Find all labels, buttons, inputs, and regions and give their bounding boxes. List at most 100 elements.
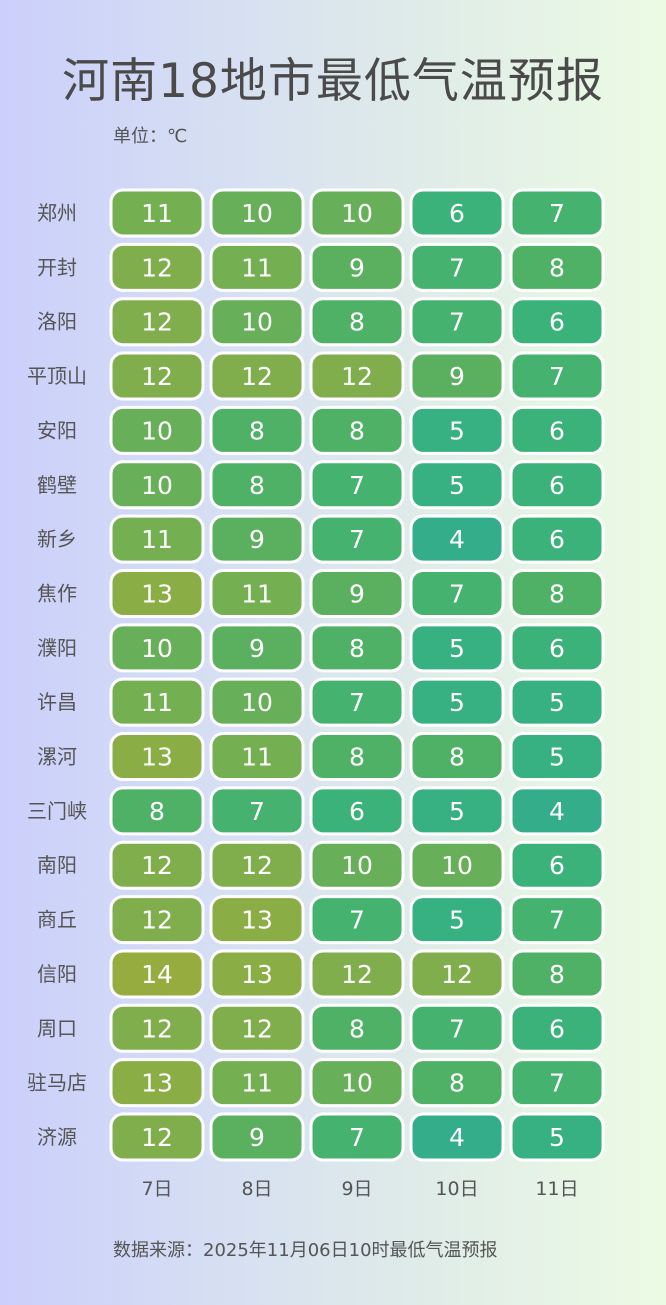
cell-value: 12 — [241, 851, 273, 880]
cell-value: 10 — [341, 851, 373, 880]
cell-value: 8 — [449, 743, 465, 772]
heatmap-cell — [509, 188, 605, 238]
heatmap-cell — [309, 1058, 405, 1108]
heatmap-cell — [109, 677, 205, 727]
heatmap-cell — [509, 949, 605, 999]
cell-value: 13 — [241, 906, 273, 935]
cell-value: 11 — [241, 579, 273, 608]
heatmap-cell — [309, 786, 405, 836]
chart-title: 河南18地市最低气温预报 — [62, 54, 604, 109]
heatmap-cell — [509, 1058, 605, 1108]
cell-value: 12 — [441, 960, 473, 989]
row-label: 商丘 — [37, 908, 77, 932]
heatmap-cell — [109, 786, 205, 836]
cell-value: 10 — [141, 471, 173, 500]
heatmap-cell — [209, 351, 305, 401]
row-label: 平顶山 — [27, 364, 87, 388]
heatmap-cell — [209, 568, 305, 618]
heatmap-cell — [209, 297, 305, 347]
heatmap-cell — [209, 949, 305, 999]
cell-value: 12 — [141, 308, 173, 337]
heatmap-cell — [309, 1003, 405, 1053]
cell-value: 9 — [249, 1123, 265, 1152]
cell-value: 6 — [549, 1014, 565, 1043]
heatmap-cell — [409, 895, 505, 945]
cell-value: 8 — [349, 634, 365, 663]
heatmap-cell — [109, 188, 205, 238]
heatmap-cell — [309, 949, 405, 999]
heatmap-cell — [109, 568, 205, 618]
cell-value: 8 — [149, 797, 165, 826]
heatmap-cell — [509, 1003, 605, 1053]
heatmap-cell — [509, 351, 605, 401]
heatmap-cell — [309, 568, 405, 618]
cell-value: 12 — [241, 1014, 273, 1043]
cell-value: 6 — [549, 308, 565, 337]
cell-value: 13 — [141, 1069, 173, 1098]
cell-value: 6 — [549, 634, 565, 663]
heatmap-cell — [109, 895, 205, 945]
cell-value: 6 — [549, 416, 565, 445]
heatmap-cell — [509, 895, 605, 945]
row-label: 济源 — [37, 1125, 77, 1149]
heatmap-cell — [209, 895, 305, 945]
cell-value: 8 — [449, 1069, 465, 1098]
cell-value: 7 — [349, 1123, 365, 1152]
cell-value: 11 — [241, 1069, 273, 1098]
cell-value: 8 — [349, 743, 365, 772]
cell-value: 4 — [549, 797, 565, 826]
cell-value: 7 — [449, 579, 465, 608]
heatmap-cell — [409, 297, 505, 347]
heatmap-cell — [209, 460, 305, 510]
heatmap-cell — [309, 405, 405, 455]
cell-value: 14 — [141, 960, 173, 989]
heatmap-cell — [309, 460, 405, 510]
heatmap-cell — [309, 677, 405, 727]
row-label: 南阳 — [37, 853, 77, 877]
row-label: 鹤壁 — [37, 473, 77, 497]
heatmap-cell — [109, 1112, 205, 1162]
cell-value: 12 — [341, 960, 373, 989]
row-label: 郑州 — [37, 201, 77, 225]
heatmap-cell — [409, 568, 505, 618]
heatmap-cell — [409, 949, 505, 999]
cell-value: 7 — [449, 253, 465, 282]
cell-value: 8 — [549, 253, 565, 282]
row-label: 新乡 — [37, 527, 77, 551]
cell-value: 12 — [141, 1123, 173, 1152]
cell-value: 12 — [341, 362, 373, 391]
row-label: 三门峡 — [27, 799, 87, 823]
heatmap-cell — [309, 623, 405, 673]
heatmap-cell — [409, 514, 505, 564]
heatmap-cell — [409, 351, 505, 401]
cell-value: 5 — [449, 797, 465, 826]
heatmap-cell — [509, 514, 605, 564]
data-source: 数据来源：2025年11月06日10时最低气温预报 — [113, 1240, 498, 1261]
heatmap-cell — [509, 677, 605, 727]
heatmap: 郑州 11 10 10 6 7 开封 12 11 9 7 8 洛阳 12 10 8 7 6 平顶山 12 12 12 9 7 安… — [27, 188, 605, 1200]
cell-value: 11 — [141, 199, 173, 228]
heatmap-cell — [209, 405, 305, 455]
cell-value: 6 — [549, 525, 565, 554]
cell-value: 13 — [141, 579, 173, 608]
cell-value: 5 — [549, 1123, 565, 1152]
cell-value: 6 — [349, 797, 365, 826]
heatmap-cell — [209, 840, 305, 890]
cell-value: 7 — [349, 688, 365, 717]
cell-value: 12 — [141, 1014, 173, 1043]
heatmap-cell — [109, 460, 205, 510]
cell-value: 7 — [549, 1069, 565, 1098]
cell-value: 12 — [141, 906, 173, 935]
heatmap-cell — [109, 514, 205, 564]
row-label: 信阳 — [37, 962, 77, 986]
unit-label: 单位：℃ — [113, 126, 188, 147]
heatmap-cell — [109, 1058, 205, 1108]
cell-value: 8 — [549, 579, 565, 608]
cell-value: 7 — [249, 797, 265, 826]
cell-value: 8 — [249, 416, 265, 445]
cell-value: 7 — [349, 525, 365, 554]
cell-value: 5 — [549, 743, 565, 772]
cell-value: 11 — [241, 743, 273, 772]
heatmap-cell — [509, 460, 605, 510]
heatmap-cell — [209, 1003, 305, 1053]
